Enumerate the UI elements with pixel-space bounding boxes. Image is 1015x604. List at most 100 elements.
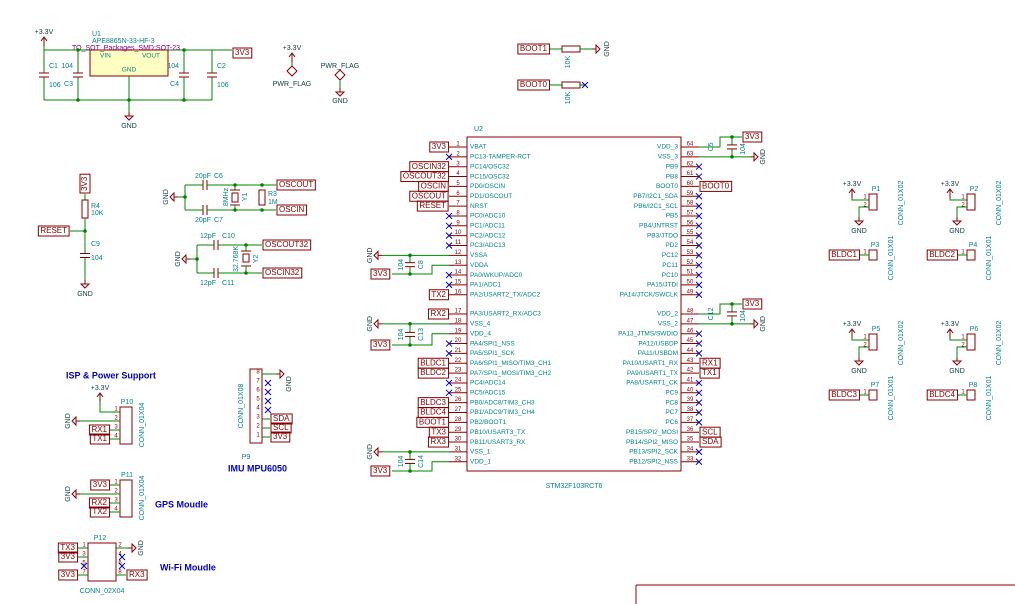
label-group: CONN_01X01 — [986, 236, 993, 281]
net-label: 3V3 — [79, 173, 91, 194]
ground-symbol-shape — [749, 318, 759, 330]
pin-name: PC13-TAMPER-RCT — [470, 154, 531, 161]
no-connect — [695, 350, 703, 357]
net-label-text: OSCOUT — [279, 180, 313, 189]
pin-name: PC0/ADC10 — [470, 213, 506, 220]
pin-name: PC8 — [665, 399, 678, 406]
net-label-box — [427, 436, 450, 448]
label: R3 — [268, 191, 277, 198]
pin-number: 1 — [863, 195, 867, 201]
label: CONN_01X02 — [898, 181, 905, 226]
net-label-text: BOOT1 — [419, 417, 447, 426]
pin-number: 5 — [256, 397, 260, 403]
pin-number: 8 — [118, 570, 122, 576]
pin-number: 50 — [687, 279, 694, 285]
pin-number: 47 — [687, 318, 694, 324]
net-label-text: RX1 — [91, 425, 107, 434]
label: GND — [175, 251, 182, 267]
label: ISP & Power Support — [66, 370, 156, 380]
pin-number: 19 — [455, 328, 462, 334]
pin-number: 29 — [455, 427, 462, 433]
wire — [956, 206, 967, 217]
label: 10K — [565, 55, 572, 68]
no-connect — [695, 418, 703, 426]
net-label-text: OSCIN32 — [265, 268, 300, 277]
label: APE8865N-33-HF-3 — [92, 38, 155, 45]
junction — [730, 322, 734, 326]
net-label-box — [926, 389, 959, 401]
label: GND — [760, 149, 767, 165]
label-group: C14 — [418, 455, 425, 468]
no-connect — [695, 271, 703, 279]
label-group: GND — [367, 444, 374, 460]
label: 104 — [91, 255, 103, 262]
label: C12 — [708, 307, 715, 320]
label: GND — [332, 98, 348, 105]
net-label: TX1 — [89, 433, 111, 445]
ground-symbol-shape — [592, 43, 601, 55]
net-label: BOOT1 — [416, 416, 450, 428]
ground-symbol — [71, 488, 80, 500]
pin-number: 1 — [114, 407, 118, 413]
ground-symbol — [128, 542, 137, 554]
no-connect — [695, 291, 703, 299]
net-label: OSCOUT32 — [262, 239, 312, 251]
ground-symbol-shape — [853, 217, 865, 226]
net-label: OSCOUT — [276, 179, 316, 191]
label: Y2 — [253, 255, 260, 264]
net-label-text: 3V3 — [432, 142, 447, 151]
pin-number: 24 — [455, 378, 462, 384]
net-label-text: RESET — [40, 226, 67, 235]
label: P10 — [121, 399, 134, 406]
pin-number: 3 — [456, 161, 460, 167]
label: PWR_FLAG — [273, 81, 312, 88]
pin-name: VDDA — [470, 262, 489, 269]
pin-name: PB3/JTDO — [647, 232, 678, 239]
no-connect — [695, 399, 703, 407]
net-label-box — [428, 289, 450, 301]
label: 104 — [398, 259, 405, 271]
pin-name: PA15/JTDI — [647, 282, 678, 289]
connector — [966, 193, 976, 211]
net-label-box — [37, 225, 70, 237]
pin-name: PA9/USART1_TX — [627, 370, 679, 377]
net-label: OSCIN — [276, 204, 308, 216]
pin-number: 16 — [455, 289, 462, 295]
pin-name: PA8/USART1_CK — [626, 380, 678, 387]
net-label-text: OSCIN — [421, 182, 447, 191]
net-label-text: SDA — [273, 414, 290, 423]
label: 104 — [398, 328, 405, 340]
pin-number: 51 — [687, 270, 694, 276]
label: P9 — [242, 454, 251, 461]
pin-number: 1 — [82, 543, 86, 549]
label: CONN_01X02 — [996, 181, 1003, 226]
label-group: GND — [760, 149, 767, 165]
net-label-box — [742, 298, 763, 310]
net-label: 3V3 — [58, 569, 79, 581]
pin-number: 48 — [687, 309, 694, 315]
label-group: CONN_01X08 — [238, 384, 245, 429]
no-connect — [445, 153, 453, 161]
pin-name: PC1/ADC11 — [470, 223, 505, 230]
power-symbol — [848, 188, 856, 198]
connector — [966, 389, 976, 401]
ground-symbol-shape — [79, 280, 91, 289]
junction — [408, 450, 412, 454]
net-label: RX1 — [88, 424, 111, 436]
pin-name: VDD_3 — [657, 144, 678, 151]
pin-number: 46 — [687, 328, 694, 334]
no-connect — [80, 562, 88, 570]
no-connect — [445, 340, 453, 347]
junction — [408, 343, 412, 347]
net-label-box — [88, 497, 111, 509]
pin-number: 2 — [863, 203, 867, 209]
net-label-box — [517, 43, 551, 55]
pin-number: 6 — [456, 191, 460, 197]
pin-name: PB0/ADC8/TIM3_CH3 — [470, 399, 535, 406]
net-label-box — [370, 465, 391, 477]
net-label-box — [232, 47, 253, 59]
pin-number: 1 — [256, 433, 260, 439]
pin-name: PC6 — [665, 419, 678, 426]
net-label: BOOT1 — [517, 43, 551, 55]
pin-number: 6 — [256, 388, 260, 394]
